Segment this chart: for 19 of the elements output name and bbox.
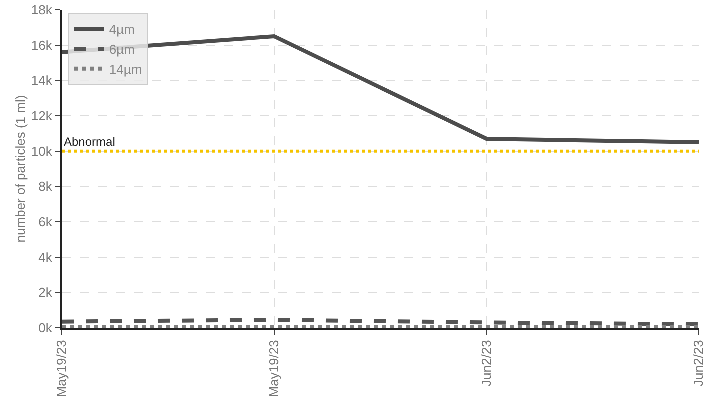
x-tick-label: Jun2/23 (691, 340, 706, 386)
legend-label: 4µm (109, 22, 135, 38)
x-tick-label: May19/23 (54, 340, 70, 398)
y-tick-label: 4k (38, 250, 53, 265)
legend-label: 14µm (109, 62, 142, 77)
y-tick-label: 8k (38, 179, 53, 194)
x-tick-label: Jun2/23 (478, 340, 494, 386)
y-tick-label: 6k (38, 214, 53, 230)
ref-line-label: Abnormal (64, 135, 116, 149)
y-tick-label: 10k (31, 144, 53, 159)
y-tick-label: 18k (31, 2, 53, 18)
legend-label: 6µm (109, 42, 135, 58)
y-tick-label: 12k (31, 108, 53, 124)
x-tick-label: May19/23 (266, 340, 282, 398)
y-tick-label: 2k (38, 285, 53, 300)
y-tick-label: 0k (38, 320, 53, 336)
y-tick-label: 14k (31, 73, 53, 88)
y-tick-label: 16k (31, 38, 53, 53)
y-axis-title: number of particles (1 ml) (13, 95, 28, 243)
